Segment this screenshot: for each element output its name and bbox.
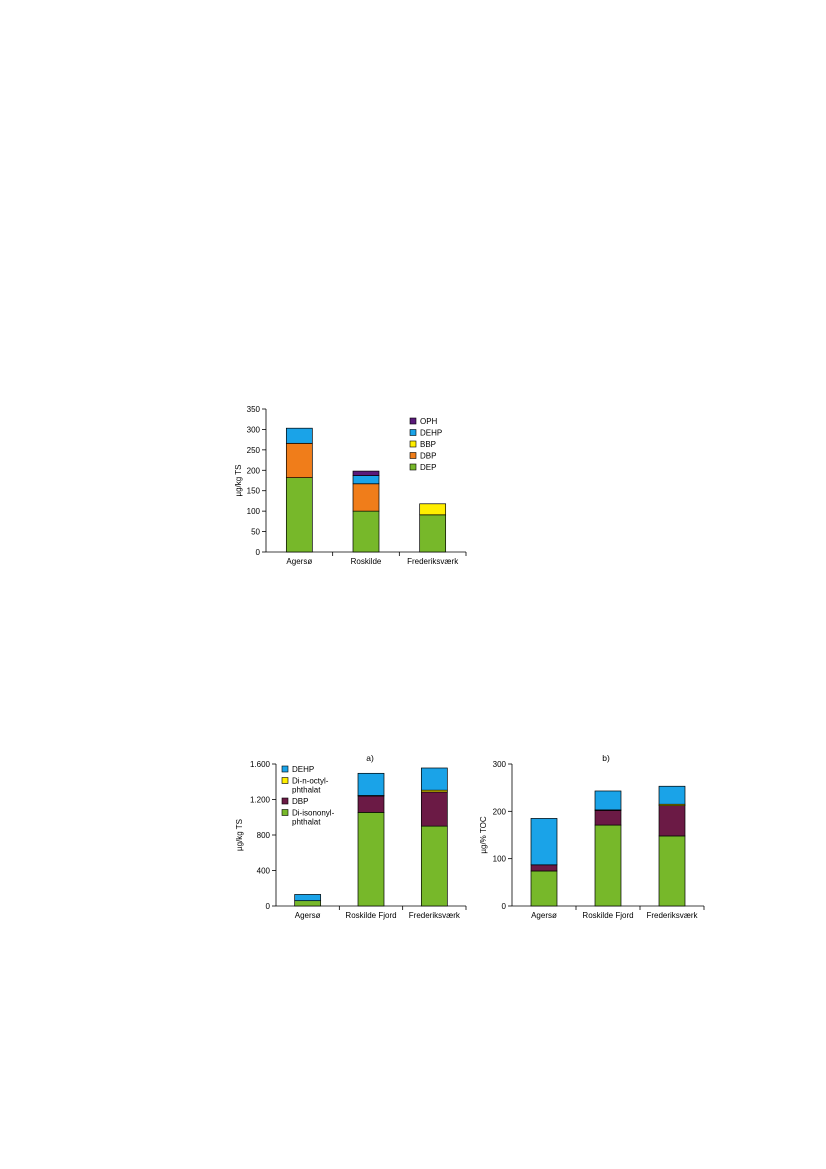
c1-legend-swatch-dehp: [409, 429, 417, 436]
c3-bar-roskilde-fjord-di-isononyl-phthalat: [594, 824, 622, 907]
c1-legend-swatch-dbp: [409, 452, 417, 459]
c1-legend-label: BBP: [420, 440, 436, 449]
c2-y-tick-label: 800: [257, 831, 271, 840]
c1-bar-frederiksvaerk-dep: [419, 514, 447, 553]
c2-bar-agerso-di-isononyl-phthalat: [294, 900, 322, 907]
c3-y-tick-label: 100: [493, 855, 507, 864]
c2-legend-label: phthalat: [292, 818, 321, 827]
c1-y-tick-label: 250: [247, 446, 261, 455]
c2-legend-swatch-di-n-octyl-phthalat: [281, 777, 289, 784]
c1-legend-label: DBP: [420, 452, 436, 461]
c1-bar-roskilde-dehp: [352, 475, 380, 485]
c3-x-tick-label: Roskilde Fjord: [582, 911, 633, 920]
c2-y-tick-label: 1.200: [250, 796, 271, 805]
c1-bar-roskilde-dep: [352, 510, 380, 553]
c1-x-tick-label: Frederiksværk: [407, 557, 459, 566]
c1-bar-frederiksvaerk-bbp: [419, 503, 447, 516]
c1-y-tick-label: 50: [251, 528, 260, 537]
c2-bar-frederiksvaerk-dbp: [420, 791, 448, 827]
c2-legend-label: DEHP: [292, 765, 314, 774]
c3-x-tick-label: Agersø: [531, 911, 557, 920]
c3-y-axis-label: µg/% TOC: [479, 816, 488, 853]
c2-legend-label: DBP: [292, 797, 308, 806]
c3-y-tick-label: 200: [493, 807, 507, 816]
c1-bar-agerso-dbp: [285, 442, 313, 478]
c2-x-tick-label: Agersø: [295, 911, 321, 920]
c3-bar-agerso-dbp: [530, 864, 558, 872]
c2-legend-swatch-dbp: [281, 797, 289, 805]
c1-legend-label: OPH: [420, 417, 438, 426]
c1-y-tick-label: 200: [247, 466, 261, 475]
c3-bar-frederiksvaerk-di-isononyl-phthalat: [658, 835, 686, 907]
c2-bar-frederiksvaerk-dehp: [420, 767, 448, 791]
c2-bar-roskilde-fjord-di-isononyl-phthalat: [357, 812, 385, 907]
c2-y-tick-label: 400: [257, 867, 271, 876]
c1-legend-label: DEP: [420, 463, 436, 472]
c2-y-tick-label: 0: [266, 902, 271, 911]
c2-bar-agerso-dehp: [294, 894, 322, 902]
c3-y-tick-label: 0: [502, 902, 507, 911]
c1-y-axis-label: µg/kg TS: [234, 464, 243, 496]
c2-bar-roskilde-fjord-dbp: [357, 795, 385, 813]
c2-legend-label: phthalat: [292, 786, 321, 795]
c3-bar-frederiksvaerk-dbp: [658, 805, 686, 837]
c3-bar-roskilde-fjord-dehp: [594, 790, 622, 811]
c2-chart-title: a): [366, 753, 374, 763]
c1-y-tick-label: 300: [247, 425, 261, 434]
c1-bar-agerso-dep: [285, 477, 313, 553]
c1-legend-swatch-oph: [409, 417, 417, 425]
c1-bar-agerso-dehp: [285, 427, 313, 444]
c3-y-tick-label: 300: [493, 760, 507, 769]
c2-legend-label: Di-isononyl-: [292, 809, 335, 818]
c1-y-tick-label: 100: [247, 507, 261, 516]
c1-legend-swatch-dep: [409, 463, 417, 471]
c2-x-tick-label: Frederiksværk: [409, 911, 461, 920]
c2-x-tick-label: Roskilde Fjord: [345, 911, 396, 920]
c2-legend-swatch-dehp: [281, 765, 289, 773]
c2-legend-label: Di-n-octyl-: [292, 777, 329, 786]
c3-bar-roskilde-fjord-dbp: [594, 810, 622, 826]
c1-y-tick-label: 0: [256, 548, 261, 557]
c3-bar-frederiksvaerk-dehp: [658, 785, 686, 805]
c1-legend-label: DEHP: [420, 429, 442, 438]
c2-legend-swatch-di-isononyl-phthalat: [281, 809, 289, 816]
c2-bar-frederiksvaerk-di-isononyl-phthalat: [420, 825, 448, 907]
c3-bar-agerso-di-isononyl-phthalat: [530, 870, 558, 907]
c1-bar-roskilde-dbp: [352, 483, 380, 512]
c2-bar-roskilde-fjord-dehp: [357, 772, 385, 796]
c2-y-axis-label: µg/kg TS: [235, 819, 244, 851]
c1-y-tick-label: 150: [247, 487, 261, 496]
c1-x-tick-label: Roskilde: [351, 557, 382, 566]
c3-chart-title: b): [602, 753, 610, 763]
c1-bar-roskilde-oph: [352, 470, 380, 476]
c1-legend-swatch-bbp: [409, 440, 417, 448]
c3-bar-agerso-dehp: [530, 818, 558, 866]
c1-x-tick-label: Agersø: [286, 557, 312, 566]
c2-y-tick-label: 1.600: [250, 760, 271, 769]
c1-y-tick-label: 350: [247, 405, 261, 414]
c3-x-tick-label: Frederiksværk: [646, 911, 698, 920]
